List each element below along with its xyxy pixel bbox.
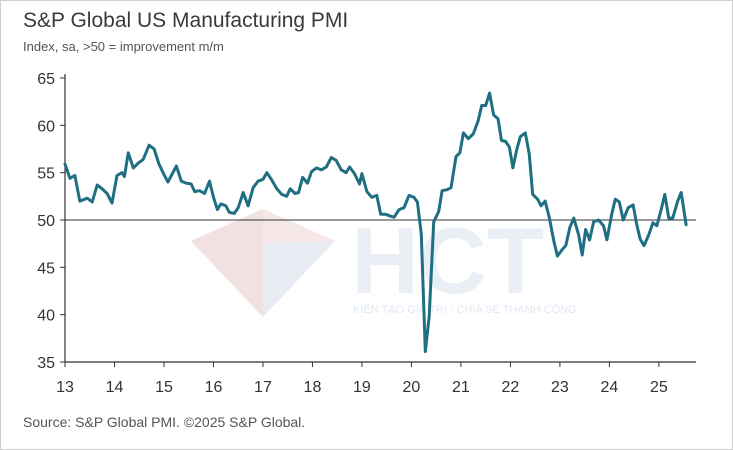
y-tick-label: 65 <box>37 71 55 88</box>
x-tick-label: 23 <box>551 379 569 396</box>
chart-subtitle: Index, sa, >50 = improvement m/m <box>23 39 224 54</box>
y-tick-label: 60 <box>37 118 55 135</box>
watermark-diamond-left-icon <box>191 209 263 317</box>
x-tick-label: 17 <box>254 379 272 396</box>
x-tick-label: 22 <box>502 379 520 396</box>
y-tick-label: 55 <box>37 166 55 183</box>
y-tick-label: 40 <box>37 308 55 325</box>
x-tick-label: 14 <box>106 379 124 396</box>
x-tick-label: 15 <box>155 379 173 396</box>
watermark-diamond-top-icon <box>263 209 335 243</box>
x-tick-label: 25 <box>650 379 668 396</box>
x-tick-label: 21 <box>452 379 470 396</box>
x-tick-label: 16 <box>205 379 223 396</box>
axis-layer: 35 40 45 50 55 60 65 13 14 15 16 17 18 19 20 21 22 23 24 25 <box>37 71 696 396</box>
pmi-series-line <box>63 91 688 354</box>
x-tick-label: 13 <box>56 379 74 396</box>
watermark-logo: HCT KIẾN TẠO GIÁ TRỊ - CHIA SẺ THÀNH CÔN… <box>191 208 577 317</box>
x-tick-label: 24 <box>600 379 618 396</box>
chart-title: S&P Global US Manufacturing PMI <box>23 9 349 32</box>
x-tick-label: 20 <box>403 379 421 396</box>
x-tick-label: 18 <box>304 379 322 396</box>
watermark-tagline: KIẾN TẠO GIÁ TRỊ - CHIA SẺ THÀNH CÔNG <box>353 303 577 316</box>
x-tick-label: 19 <box>353 379 371 396</box>
pmi-line-chart: HCT KIẾN TẠO GIÁ TRỊ - CHIA SẺ THÀNH CÔN… <box>37 71 696 396</box>
y-tick-label: 45 <box>37 260 55 277</box>
y-tick-label: 35 <box>37 355 55 372</box>
series-layer <box>63 91 688 354</box>
source-note: Source: S&P Global PMI. ©2025 S&P Global… <box>23 414 306 430</box>
y-tick-label: 50 <box>37 213 55 230</box>
watermark-logo-text: HCT <box>351 208 544 313</box>
